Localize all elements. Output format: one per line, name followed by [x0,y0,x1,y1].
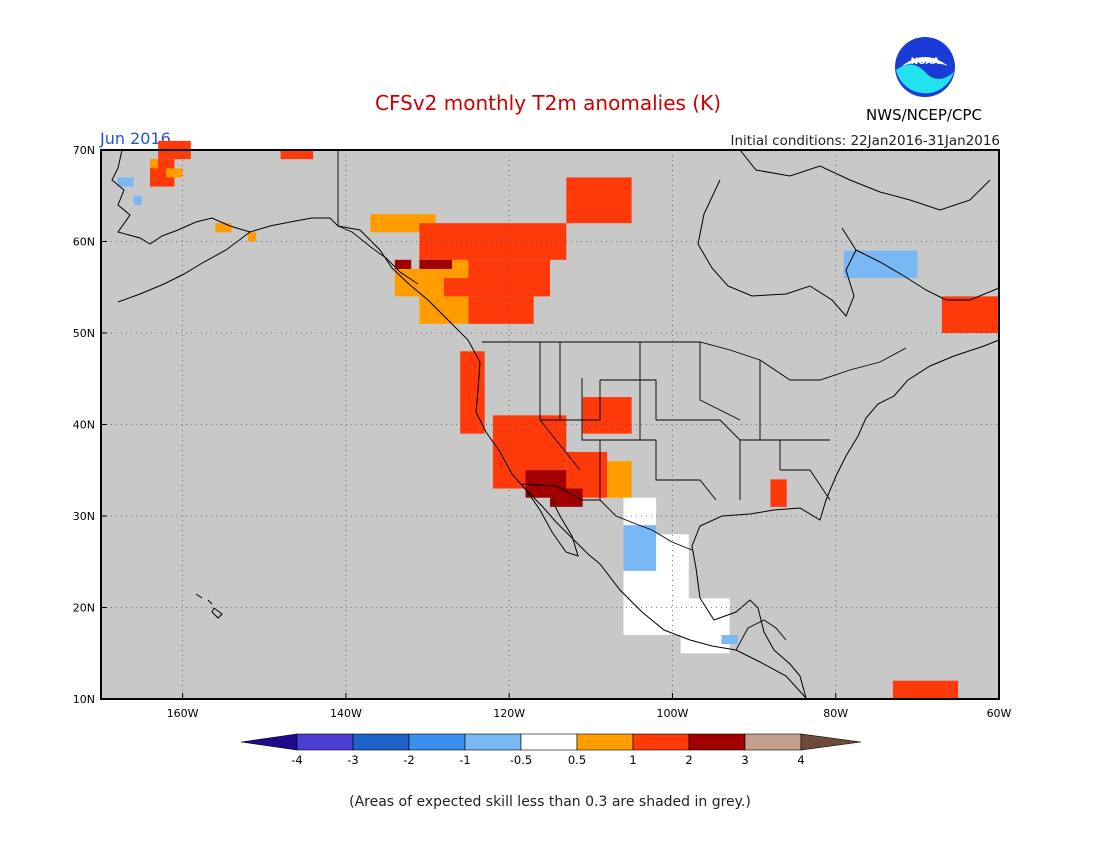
colorbar-swatch-6 [632,733,690,751]
anomaly-cell-labrador-0 [941,296,999,333]
y-tick-label: 40N [73,419,95,432]
colorbar-tick-label: -0.5 [510,753,532,767]
colorbar-tick-label: 4 [797,753,804,767]
map-frame: 160W 140W 120W 100W 80W 60W 70N 60N 50N 40N 30N 20… [73,140,1012,720]
anomaly-cell-quebec-cool-0 [843,250,918,279]
logo-text: NOAA [911,57,940,67]
anomaly-cell-colorado-0 [582,397,632,434]
y-tick-label: 70N [73,144,95,157]
gulf-coast [691,499,827,699]
x-tick-label: 140W [330,707,362,720]
anomaly-cell-yukon-bc-2 [468,296,534,324]
anomaly-cell-north-slope-0 [280,150,314,160]
y-tick-label: 30N [73,510,95,523]
colorbar-swatch-3 [464,733,522,751]
anomaly-cell-alaska-south-warm-1 [247,232,257,242]
alaska-coastline [111,149,339,245]
anomaly-cell-new-mexico-0 [607,461,632,498]
anomaly-cell-pacific-northwest-0 [460,351,485,434]
anomaly-cell-mexico-cool-0 [623,525,657,571]
chart-title: CFSv2 monthly T2m anomalies (K) [375,91,721,115]
alaska-peninsula [117,231,251,303]
hawaii [195,593,223,619]
coastlines [111,149,1000,699]
colorbar-swatch-8 [744,733,802,751]
baja-california [525,489,579,557]
labrador-coast [855,249,1000,301]
x-tick-label: 100W [657,707,689,720]
mexico-pacific [599,563,807,699]
anomaly-cell-western-alaska-warm-1 [149,159,159,169]
anomaly-cell-bering-coast-cool-1 [133,195,142,205]
colorbar-tick-label: -1 [459,753,470,767]
anomaly-cell-southeast-0 [770,479,787,507]
colorbar: -4 -3 -2 -1 -0.5 0.5 1 2 3 4 [240,733,862,767]
y-axis: 70N 60N 50N 40N 30N 20N 10N [73,144,107,706]
anomaly-cell-bc-coast-warm-1 [419,296,469,324]
y-tick-label: 50N [73,327,95,340]
colorbar-tick-label: -4 [291,753,302,767]
anomaly-cell-western-alaska-warm-0 [166,168,183,178]
initial-conditions: Initial conditions: 22Jan2016-31Jan2016 [731,133,1001,149]
x-axis: 160W 140W 120W 100W 80W 60W [167,693,1012,720]
x-tick-label: 120W [493,707,525,720]
colorbar-tick-label: 1 [629,753,636,767]
anomaly-cell-bering-coast-cool-0 [117,177,134,187]
month-label: Jun 2016 [99,129,171,148]
y-tick-label: 10N [73,693,95,706]
colorbar-tick-label: 2 [685,753,692,767]
anomaly-cell-mexico-cool-1 [721,634,738,645]
colorbar-swatch-1 [352,733,410,751]
noaa-logo: NOAA [895,37,955,97]
colorbar-tick-label: -2 [403,753,414,767]
colorbar-tick-label: 3 [741,753,748,767]
colorbar-swatch-4 [520,733,578,751]
alaska-canada-border [337,150,419,285]
y-tick-label: 20N [73,602,95,615]
agency-label: NWS/NCEP/CPC [866,106,982,124]
x-tick-label: 160W [167,707,199,720]
anomaly-cell-bc-hot-0 [419,259,453,269]
colorbar-tick-label: 0.5 [568,753,586,767]
arctic-islands [739,149,991,211]
atlantic-coast [825,339,1000,501]
colorbar-arrow-low [240,733,298,751]
anomaly-cell-alaska-south-warm-0 [215,223,232,233]
colorbar-arrow-high [800,733,862,751]
hudson-bay [697,179,857,317]
anomaly-cell-mackenzie-delta-0 [566,177,632,224]
x-tick-label: 80W [823,707,848,720]
colorbar-swatch-2 [408,733,466,751]
colorbar-swatch-5 [576,733,634,751]
anomaly-cell-southwest-hot-1 [550,488,583,507]
central-america [735,619,787,651]
x-tick-label: 60W [987,707,1012,720]
colorbar-tick-label: -3 [347,753,358,767]
anomaly-cell-caribbean-0 [892,680,959,699]
us-states [539,342,831,501]
skill-footnote: (Areas of expected skill less than 0.3 a… [349,794,751,810]
colorbar-swatch-7 [688,733,746,751]
y-tick-label: 60N [73,236,95,249]
pacific-coast [337,225,601,565]
anomaly-cell-bc-hot-1 [394,259,412,269]
colorbar-swatch-0 [296,733,354,751]
